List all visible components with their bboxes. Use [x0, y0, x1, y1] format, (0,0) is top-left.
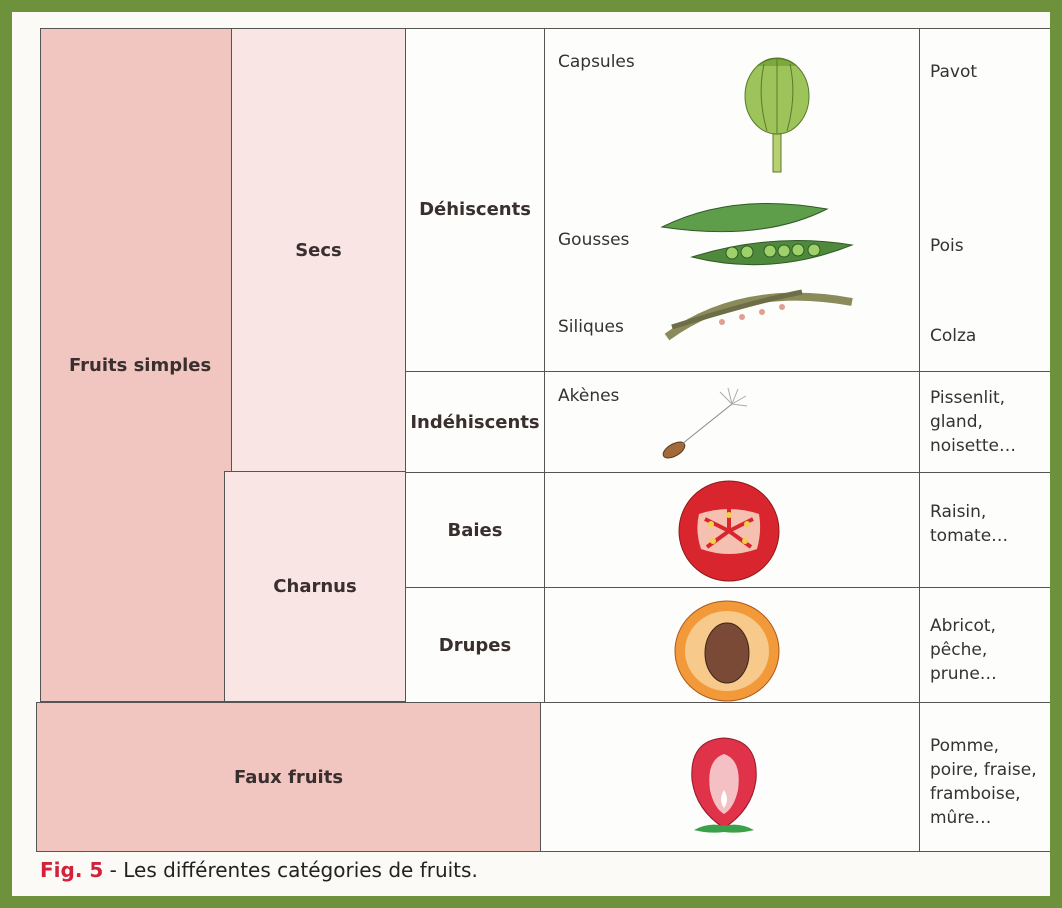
- subgroup-label: Secs: [295, 239, 342, 261]
- type-cell: Drupes: [405, 587, 545, 703]
- examples: Pois: [930, 236, 964, 256]
- example-cell: [919, 28, 1050, 372]
- group-label: Faux fruits: [233, 766, 344, 788]
- tomato-illustration: [678, 480, 780, 582]
- examples: Pavot: [930, 62, 978, 82]
- subgroup-cell: Secs: [231, 28, 406, 472]
- example-cell: [919, 472, 1050, 588]
- poppy-illustration: [744, 57, 810, 173]
- group-cell: Fruits simples: [40, 28, 232, 702]
- type-cell: Déhiscents: [405, 28, 545, 372]
- pod-illustration: [660, 202, 854, 341]
- kind-name: Akènes: [558, 386, 620, 406]
- type-label: Déhiscents: [419, 199, 531, 220]
- subgroup-cell: Charnus: [224, 471, 406, 702]
- strawberry-illustration: [691, 737, 757, 833]
- group-cell: Faux fruits: [36, 702, 541, 852]
- examples: Pomme, poire, fraise, framboise, mûre…: [930, 736, 1037, 828]
- examples: Abricot, pêche, prune…: [930, 616, 997, 684]
- group-label: Fruits simples: [69, 354, 212, 376]
- kind-name: Siliques: [558, 317, 624, 337]
- achene-illustration: [662, 387, 748, 459]
- type-label: Drupes: [438, 634, 512, 656]
- apricot-illustration: [674, 600, 780, 702]
- type-label: Baies: [447, 519, 503, 541]
- kind-name: Gousses: [558, 230, 630, 250]
- type-cell: Indéhiscents: [405, 371, 545, 473]
- example-cell: [919, 371, 1050, 473]
- examples: Pissenlit, gland, noisette…: [930, 388, 1017, 456]
- type-cell: Baies: [405, 472, 545, 588]
- illustration-cell: [544, 28, 920, 372]
- illustration-cell: [544, 371, 920, 473]
- figure-number: Fig. 5: [40, 858, 104, 882]
- subgroup-label: Charnus: [273, 576, 357, 597]
- examples: Raisin, tomate…: [930, 502, 1009, 546]
- examples: Colza: [930, 326, 977, 346]
- caption-text: - Les différentes catégories de fruits.: [103, 858, 478, 882]
- type-label: Indéhiscents: [410, 411, 540, 433]
- example-cell: [919, 702, 1050, 852]
- kind-name: Capsules: [558, 52, 635, 72]
- caption: Fig. 5 - Les différentes catégories de f…: [40, 858, 478, 882]
